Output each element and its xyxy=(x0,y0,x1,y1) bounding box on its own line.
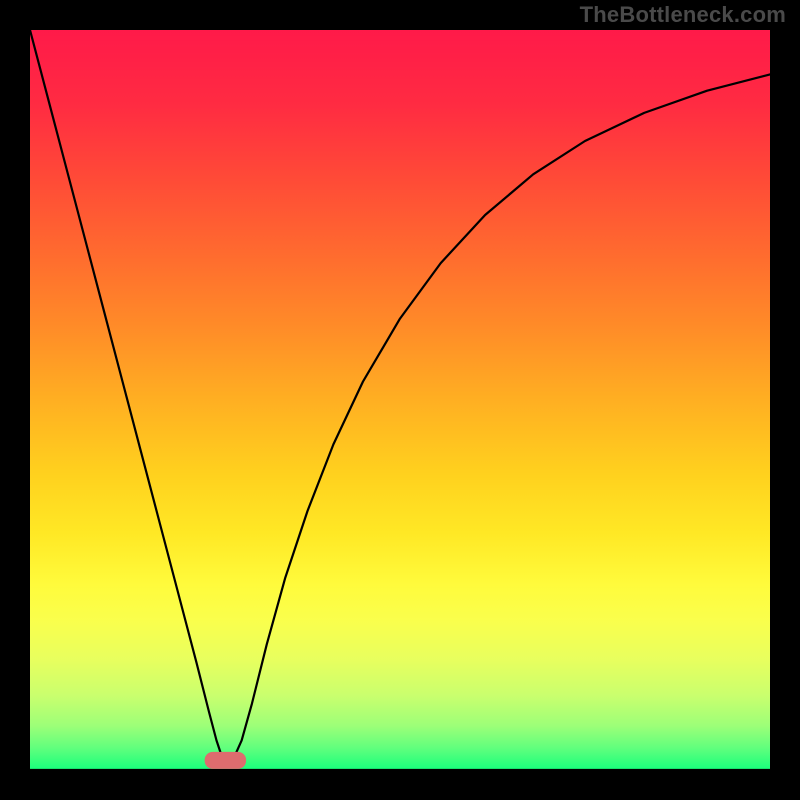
plot-background xyxy=(30,30,770,770)
chart-svg xyxy=(0,0,800,800)
chart-container: { "canvas": { "width": 800, "height": 80… xyxy=(0,0,800,800)
watermark-text: TheBottleneck.com xyxy=(580,2,786,28)
optimum-marker xyxy=(205,752,246,769)
